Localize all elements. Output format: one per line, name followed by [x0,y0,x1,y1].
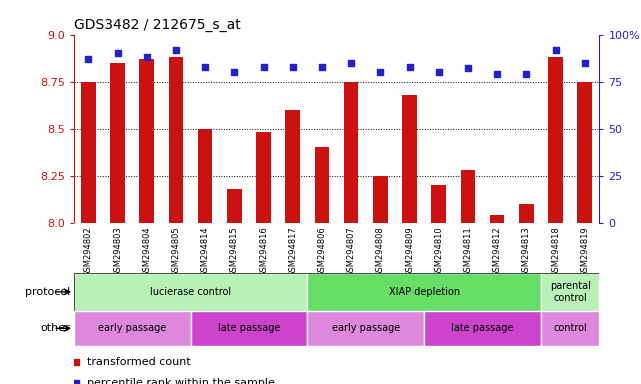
Text: GSM294817: GSM294817 [288,227,297,278]
Text: early passage: early passage [98,323,166,333]
Bar [344,82,358,223]
Text: GSM294812: GSM294812 [493,227,502,277]
Text: GSM294819: GSM294819 [580,227,589,277]
Point [346,60,356,66]
Text: GSM294802: GSM294802 [84,227,93,277]
Bar [490,215,504,223]
Text: early passage: early passage [331,323,400,333]
Text: late passage: late passage [218,323,280,333]
Point [200,63,210,70]
Point [229,69,240,75]
Point [258,63,269,70]
Point [433,69,444,75]
Point [463,65,473,71]
Point [521,71,531,77]
Bar [307,273,541,311]
Point [171,46,181,53]
Text: other: other [41,323,71,333]
Point [492,71,503,77]
Text: GSM294818: GSM294818 [551,227,560,278]
Bar [541,273,599,311]
Bar [227,189,242,223]
Point [404,63,415,70]
Bar [169,57,183,223]
Text: GSM294804: GSM294804 [142,227,151,277]
Text: GSM294815: GSM294815 [230,227,239,277]
Point [112,50,122,56]
Bar [315,147,329,223]
Text: XIAP depletion: XIAP depletion [388,287,460,297]
Point [375,69,385,75]
Point [579,60,590,66]
Point [317,63,327,70]
Bar [190,311,307,346]
Bar [74,311,190,346]
Bar [424,311,541,346]
Text: late passage: late passage [451,323,513,333]
Bar [431,185,446,223]
Bar [519,204,533,223]
Bar [256,132,271,223]
Text: GSM294811: GSM294811 [463,227,472,277]
Text: GSM294807: GSM294807 [347,227,356,278]
Point [551,46,561,53]
Text: GSM294809: GSM294809 [405,227,414,277]
Bar [110,63,125,223]
Text: GSM294803: GSM294803 [113,227,122,278]
Bar [198,129,212,223]
Text: parental
control: parental control [550,281,590,303]
Text: protocol: protocol [25,287,71,297]
Bar [285,110,300,223]
Bar [541,311,599,346]
Text: transformed count: transformed count [87,358,190,367]
Text: GSM294816: GSM294816 [259,227,268,278]
Bar [403,95,417,223]
Point [288,63,298,70]
Bar [461,170,475,223]
Text: GSM294813: GSM294813 [522,227,531,278]
Text: GSM294808: GSM294808 [376,227,385,278]
Bar [373,176,388,223]
Text: percentile rank within the sample: percentile rank within the sample [87,377,275,384]
Text: GSM294805: GSM294805 [171,227,180,277]
Text: GSM294806: GSM294806 [317,227,326,278]
Text: GSM294810: GSM294810 [434,227,443,277]
Text: GSM294814: GSM294814 [201,227,210,277]
Text: lucierase control: lucierase control [150,287,231,297]
Bar [81,82,96,223]
Text: GDS3482 / 212675_s_at: GDS3482 / 212675_s_at [74,18,240,32]
Point [83,56,94,62]
Point [142,54,152,60]
Bar [548,57,563,223]
Text: control: control [553,323,587,333]
Bar [74,273,307,311]
Bar [578,82,592,223]
Bar [307,311,424,346]
Bar [140,59,154,223]
